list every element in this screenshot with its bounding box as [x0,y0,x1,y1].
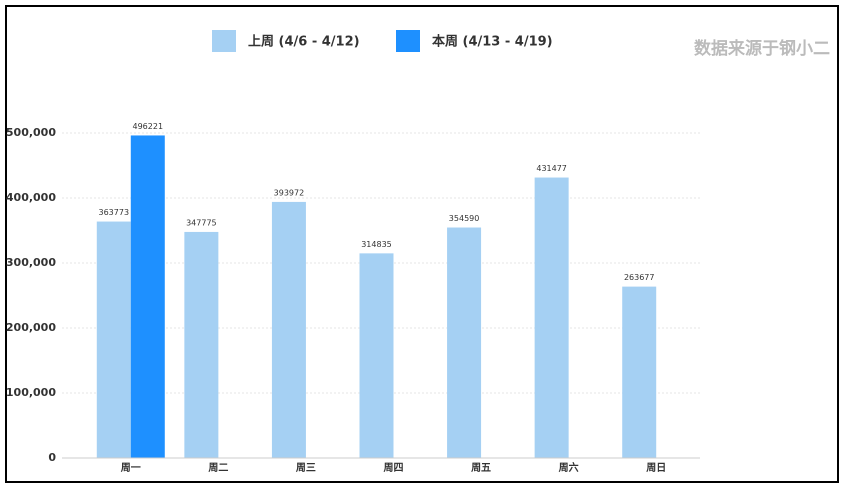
value-label: 431477 [536,164,567,173]
y-tick-label: 500,000 [6,126,56,139]
x-tick-label: 周六 [559,461,579,474]
value-label: 347775 [186,218,217,227]
legend-label: 上周 (4/6 - 4/12) [248,35,360,50]
value-label: 496221 [133,122,164,131]
y-tick-label: 200,000 [6,321,56,334]
bar [184,231,219,458]
bar [622,286,657,458]
x-tick-label: 周二 [208,462,228,474]
y-tick-label: 100,000 [6,386,56,399]
y-tick-label: 0 [48,451,56,464]
value-label: 263677 [624,273,655,282]
y-tick-label: 400,000 [6,191,56,204]
bar [96,221,131,458]
value-label: 393972 [274,188,305,197]
bar [534,177,569,458]
x-tick-label: 周五 [471,462,491,474]
x-tick-label: 周三 [296,462,316,474]
legend-swatch [212,30,236,52]
y-tick-label: 300,000 [6,256,56,269]
legend-label: 本周 (4/13 - 4/19) [432,34,553,50]
bar [130,135,165,458]
value-label: 354590 [449,214,480,223]
bar [271,201,306,458]
x-tick-label: 周四 [384,462,404,474]
legend-swatch [396,30,420,52]
value-label: 363773 [99,208,130,217]
value-label: 314835 [361,240,392,249]
x-tick-label: 周日 [646,462,666,474]
source-note: 数据来源于钢小二 [694,38,830,59]
bar [447,227,482,458]
x-tick-label: 周一 [121,462,141,474]
bar [359,253,394,458]
